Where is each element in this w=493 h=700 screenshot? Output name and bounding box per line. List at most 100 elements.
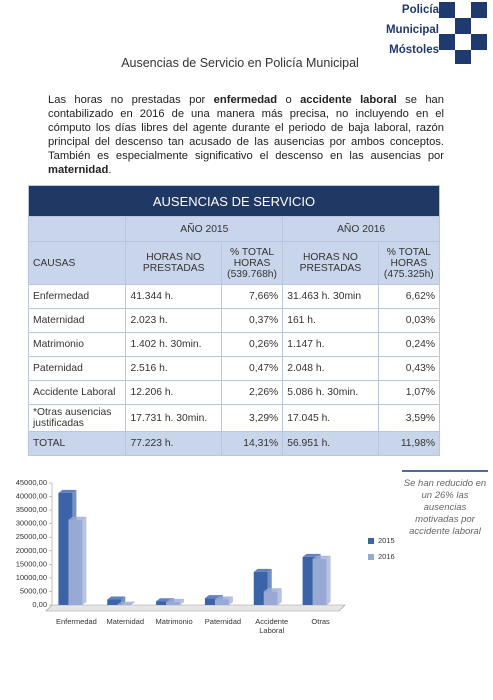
bar-side — [180, 598, 185, 605]
bar-top — [263, 588, 282, 592]
x-tick-label: Maternidad — [106, 617, 145, 626]
x-tick-label: Accidente Laboral — [255, 617, 289, 635]
row: Paternidad 2.516 h. 0,47% 2.048 h. 0,43% — [27, 356, 441, 381]
cell: 2.048 h. — [282, 356, 379, 381]
logo-text: Policía — [401, 4, 439, 16]
bar-top — [58, 489, 77, 493]
cell: Matrimonio — [27, 332, 127, 357]
total-cell: 77.223 h. — [125, 431, 222, 456]
column-header: HORAS NO PRESTADAS — [125, 241, 222, 285]
x-tick-label: Otras — [311, 617, 330, 626]
legend-swatch — [368, 554, 374, 560]
y-tick-label: 5000,00 — [20, 586, 47, 595]
cell: 6,62% — [377, 284, 441, 309]
cell: 1.147 h. — [282, 332, 379, 357]
intro-text: se han contabilizado en 2016 de una mane… — [48, 94, 444, 162]
y-tick-label: 15000,00 — [16, 559, 47, 568]
intro-text: accidente laboral — [300, 94, 397, 106]
y-tick-label: 45000,00 — [16, 478, 47, 487]
x-tick-label: Paternidad — [204, 617, 242, 626]
cell: *Otras ausencias justificadas — [27, 404, 127, 432]
x-tick-label: Matrimonio — [155, 617, 193, 626]
cell: Enfermedad — [27, 284, 127, 309]
y-tick-label: 10000,00 — [16, 573, 47, 582]
logo-square — [471, 2, 487, 18]
bar — [214, 599, 229, 605]
cell: 2,26% — [220, 380, 284, 405]
column-header: CAUSAS — [27, 241, 127, 285]
bar-side — [228, 596, 233, 605]
cell: Paternidad — [27, 356, 127, 381]
bar — [68, 519, 83, 605]
intro-text: . — [108, 164, 112, 176]
cell: 1.402 h. 30min. — [125, 332, 222, 357]
bar — [156, 601, 171, 605]
cell: 0,47% — [220, 356, 284, 381]
cell: 2.516 h. — [125, 356, 222, 381]
x-tick-label: Enfermedad — [55, 617, 97, 626]
row: Enfermedad 41.344 h. 7,66% 31.463 h. 30min 6… — [27, 284, 441, 309]
cell: 7,66% — [220, 284, 284, 309]
logo-square — [439, 34, 455, 50]
row: Matrimonio 1.402 h. 30min. 0,26% 1.147 h. 0,… — [27, 332, 441, 357]
bar — [107, 599, 122, 605]
chart-area: 0,00 5000,00 10000,00 15000,00 20000,00 25000… — [0, 455, 400, 690]
y-tick-label: 25000,00 — [16, 532, 47, 541]
total-cell: 56.951 h. — [282, 431, 379, 456]
y-tick-label: 30000,00 — [16, 519, 47, 528]
bar-top — [117, 601, 136, 605]
row: Maternidad 2.023 h. 0,37% 161 h. 0,03% — [27, 308, 441, 333]
total-cell: 11,98% — [377, 431, 441, 456]
cell: Accidente Laboral — [27, 380, 127, 405]
bar-top — [166, 598, 185, 602]
year: AÑO 2015 — [125, 216, 284, 242]
logo-square — [471, 34, 487, 50]
legend-label: 2015 — [378, 536, 395, 545]
cell: 0,26% — [220, 332, 284, 357]
cell: 5.086 h. 30min. — [282, 380, 379, 405]
bar — [312, 558, 327, 605]
cell: Maternidad — [27, 308, 127, 333]
cell: 0,03% — [377, 308, 441, 333]
bar — [166, 601, 181, 605]
logo-text: Municipal — [385, 24, 439, 36]
y-tick-label: 40000,00 — [16, 492, 47, 501]
bar — [204, 598, 219, 605]
cell: 2.023 h. — [125, 308, 222, 333]
logo-square — [455, 18, 471, 34]
intro-text: maternidad — [48, 164, 109, 176]
title: Ausencias de Servicio en Policía Municip… — [121, 56, 359, 70]
y-tick-label: 35000,00 — [16, 505, 47, 514]
logo-square — [439, 2, 455, 18]
bar-top — [68, 516, 87, 520]
bar — [263, 591, 278, 605]
cell: 31.463 h. 30min — [282, 284, 379, 309]
total-cell: TOTAL — [27, 431, 127, 456]
column-header: HORAS NO PRESTADAS — [282, 241, 379, 285]
bar-side — [131, 601, 136, 605]
legend-swatch — [368, 538, 374, 544]
y-tick-label: 0,00 — [32, 600, 47, 609]
floor — [45, 604, 346, 612]
bar-top — [312, 555, 331, 559]
chart: 0,00 5000,00 10000,00 15000,00 20000,00 25000… — [16, 478, 395, 612]
bar-side — [82, 516, 87, 605]
logo-square — [455, 50, 471, 64]
cell: 17.045 h. — [282, 404, 379, 432]
cell: 17.731 h. 30min. — [125, 404, 222, 432]
cell: 0,24% — [377, 332, 441, 357]
cell: 1,07% — [377, 380, 441, 405]
intro-text: enfermedad — [213, 94, 278, 106]
intro: Las horas no prestadas por enfermedad o … — [48, 93, 444, 177]
total-row: TOTAL 77.223 h. 14,31% 56.951 h. 11,98% — [27, 431, 441, 456]
table: AUSENCIAS DE SERVICIO AÑO 2015 AÑO 2016 C… — [27, 185, 441, 456]
logo-text: Móstoles — [389, 44, 439, 56]
cell: 3,29% — [220, 404, 284, 432]
y-tick-label: 20000,00 — [16, 546, 47, 555]
cell: 0,43% — [377, 356, 441, 381]
note: Se han reducido en un 26% las ausencias … — [402, 470, 488, 538]
legend-label: 2016 — [378, 552, 395, 561]
column-header: % TOTAL HORAS (475.325h) — [377, 241, 441, 285]
cell: 0,37% — [220, 308, 284, 333]
